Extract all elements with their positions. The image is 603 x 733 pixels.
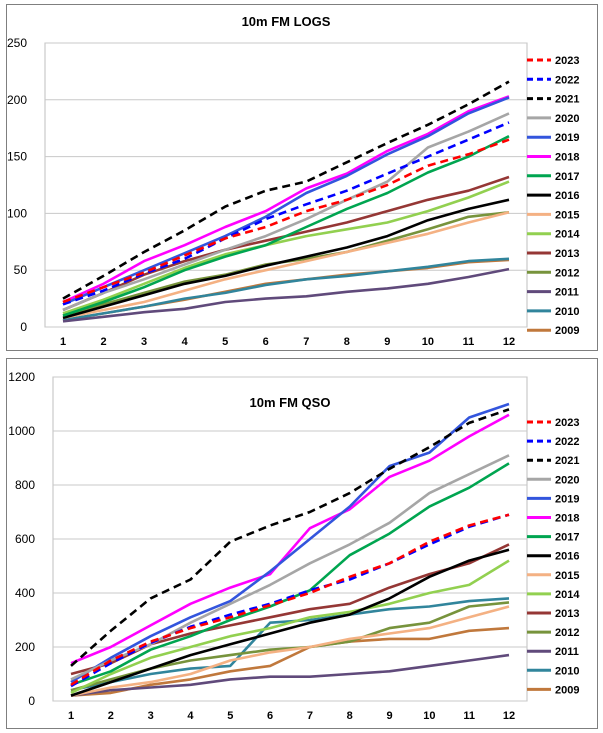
y-tick-label: 600 [15, 532, 35, 546]
legend-label-2019: 2019 [555, 132, 579, 144]
y-tick-label: 0 [20, 320, 27, 334]
legend-label-2022: 2022 [555, 436, 579, 448]
series-line-2009 [70, 626, 510, 697]
series-line-2018 [70, 413, 510, 665]
series-line-2020 [70, 454, 510, 681]
x-tick-label: 5 [227, 710, 233, 722]
y-tick-label: 200 [7, 93, 27, 107]
x-tick-label: 7 [303, 336, 309, 348]
series-line-2023 [62, 138, 510, 304]
series-line-2014 [70, 559, 510, 695]
x-tick-label: 12 [503, 710, 515, 722]
legend-label-2016: 2016 [555, 551, 579, 563]
legend-label-2022: 2022 [555, 74, 579, 86]
y-tick-label: 400 [15, 586, 35, 600]
legend-label-2013: 2013 [555, 248, 579, 260]
y-tick-label: 250 [7, 36, 27, 50]
x-tick-label: 11 [463, 710, 475, 722]
series-line-2016 [62, 198, 510, 320]
x-tick-label: 5 [222, 336, 228, 348]
x-tick-label: 10 [423, 710, 435, 722]
y-tick-label: 1000 [8, 424, 35, 438]
x-tick-label: 7 [307, 710, 313, 722]
series-line-2022 [70, 513, 510, 688]
x-tick-label: 8 [347, 710, 353, 722]
series-line-2023 [70, 513, 510, 686]
x-tick-label: 10 [422, 336, 434, 348]
series-line-2021 [62, 80, 510, 300]
x-tick-label: 1 [60, 336, 66, 348]
legend-label-2023: 2023 [555, 55, 579, 67]
y-tick-label: 150 [7, 150, 27, 164]
legend-label-2019: 2019 [555, 493, 579, 505]
chart-title: 10m FM QSO [250, 395, 331, 410]
legend-label-2018: 2018 [555, 513, 579, 525]
legend-label-2015: 2015 [555, 209, 579, 221]
legend-label-2012: 2012 [555, 267, 579, 279]
series-line-2015 [62, 211, 510, 320]
y-tick-label: 200 [15, 640, 35, 654]
y-tick-label: 100 [7, 206, 27, 220]
x-tick-label: 9 [384, 336, 390, 348]
x-tick-label: 6 [263, 336, 269, 348]
x-tick-label: 12 [503, 336, 515, 348]
series-line-2013 [70, 543, 510, 676]
series-line-2021 [70, 408, 510, 667]
y-tick-label: 0 [28, 694, 35, 708]
legend-label-2012: 2012 [555, 627, 579, 639]
series-line-2015 [70, 605, 510, 697]
x-tick-label: 9 [386, 710, 392, 722]
series-line-2020 [62, 112, 510, 312]
x-tick-label: 3 [148, 710, 154, 722]
legend-label-2023: 2023 [555, 417, 579, 429]
legend-label-2014: 2014 [555, 589, 580, 601]
legend-label-2021: 2021 [555, 94, 579, 106]
y-tick-label: 50 [14, 263, 28, 277]
legend-label-2020: 2020 [555, 474, 579, 486]
legend-label-2020: 2020 [555, 113, 579, 125]
series-line-2010 [62, 257, 510, 322]
series-line-2016 [70, 548, 510, 697]
legend-label-2009: 2009 [555, 325, 579, 337]
x-tick-label: 3 [141, 336, 147, 348]
legend-label-2017: 2017 [555, 171, 579, 183]
x-tick-label: 4 [187, 710, 194, 722]
legend-label-2021: 2021 [555, 455, 579, 467]
qso-chart-panel: 0 200 400 600 800 1000 1200 1 2 3 4 5 6 7 8 9 10 11 12 10m … [6, 358, 598, 729]
legend-label-2013: 2013 [555, 608, 579, 620]
legend-label-2016: 2016 [555, 190, 579, 202]
x-tick-label: 2 [108, 710, 114, 722]
legend-label-2017: 2017 [555, 532, 579, 544]
legend-label-2014: 2014 [555, 229, 580, 241]
x-tick-label: 6 [267, 710, 273, 722]
legend-label-2011: 2011 [555, 646, 579, 658]
series-line-2011 [70, 653, 510, 697]
x-tick-label: 1 [68, 710, 74, 722]
y-tick-label: 800 [15, 478, 35, 492]
series-line-2010 [70, 597, 510, 692]
x-tick-label: 11 [463, 336, 475, 348]
legend-label-2015: 2015 [555, 570, 579, 582]
legend-label-2010: 2010 [555, 665, 579, 677]
series-line-2022 [62, 121, 510, 306]
series-line-2017 [62, 135, 510, 317]
chart-title: 10m FM LOGS [242, 14, 331, 29]
logs-chart-panel: 0 50 100 150 200 250 1 2 3 4 5 6 7 8 9 10 11 12 10m FM LOG… [6, 4, 598, 351]
series-line-2011 [62, 267, 510, 323]
series-line-2018 [62, 95, 510, 304]
series-line-2019 [70, 402, 510, 684]
legend-label-2009: 2009 [555, 684, 579, 696]
y-tick-label: 1200 [8, 370, 35, 384]
legend-label-2010: 2010 [555, 306, 579, 318]
x-tick-label: 8 [344, 336, 350, 348]
legend-label-2018: 2018 [555, 152, 579, 164]
x-tick-label: 4 [182, 336, 189, 348]
series-line-2019 [62, 96, 510, 306]
x-tick-label: 2 [100, 336, 106, 348]
series-line-2014 [62, 180, 510, 315]
legend-label-2011: 2011 [555, 287, 579, 299]
